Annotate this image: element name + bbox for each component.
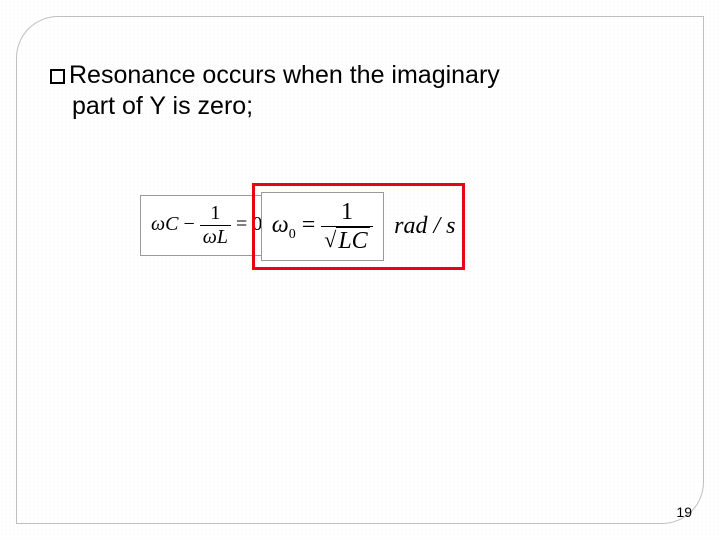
equation-1: ωC − 1ωL = 0 bbox=[151, 213, 262, 235]
equation-2-highlight: ω0 = 1√LC rad / s bbox=[252, 183, 465, 270]
eq1-minus: − bbox=[178, 213, 199, 235]
radical-icon: √ bbox=[324, 227, 336, 254]
eq1-C: C bbox=[165, 213, 178, 235]
eq2-omega: ω bbox=[272, 212, 289, 238]
bullet-paragraph: Resonance occurs when the imaginary part… bbox=[50, 60, 670, 123]
eq2-numerator: 1 bbox=[321, 199, 372, 226]
equation-2-box: ω0 = 1√LC bbox=[261, 192, 384, 261]
eq2-radicand: LC bbox=[336, 227, 369, 254]
eq2-equals: = bbox=[296, 212, 322, 238]
eq1-numerator: 1 bbox=[200, 202, 231, 225]
eq2-sqrt: √LC bbox=[324, 227, 369, 254]
bullet-text-line2: part of Y is zero; bbox=[72, 91, 253, 122]
eq2-fraction: 1√LC bbox=[321, 199, 372, 254]
eq1-omega: ω bbox=[151, 213, 165, 235]
page-number: 19 bbox=[676, 504, 692, 520]
eq1-denominator: ωL bbox=[200, 225, 231, 249]
eq2-unit: rad / s bbox=[394, 213, 455, 240]
square-bullet-icon bbox=[50, 69, 65, 84]
eq1-fraction: 1ωL bbox=[200, 202, 231, 249]
eq2-subscript: 0 bbox=[289, 227, 296, 242]
slide-content: Resonance occurs when the imaginary part… bbox=[50, 60, 670, 270]
equations-block: ωC − 1ωL = 0 ω0 = 1√LC rad / s bbox=[140, 157, 670, 270]
equation-2: ω0 = 1√LC bbox=[272, 212, 373, 238]
eq2-denominator: √LC bbox=[321, 226, 372, 254]
bullet-text-line1: Resonance occurs when the imaginary bbox=[69, 61, 500, 89]
